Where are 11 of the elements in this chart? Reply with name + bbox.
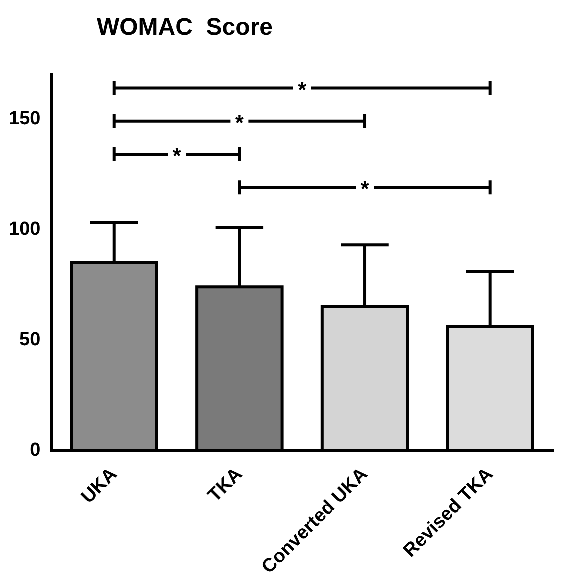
x-tick-label: UKA — [78, 464, 122, 508]
y-tick-label: 100 — [9, 218, 41, 240]
y-tick-label: 50 — [20, 329, 41, 350]
y-tick-label: 0 — [30, 440, 41, 461]
annotation: * — [298, 77, 308, 102]
annotation: * — [235, 110, 244, 136]
annotation: * — [172, 144, 182, 169]
annotation: * — [360, 176, 370, 202]
y-tick-label: 150 — [9, 108, 41, 130]
x-tick-label: TKA — [204, 464, 248, 507]
chart-title: WOMAC Score — [96, 14, 274, 42]
